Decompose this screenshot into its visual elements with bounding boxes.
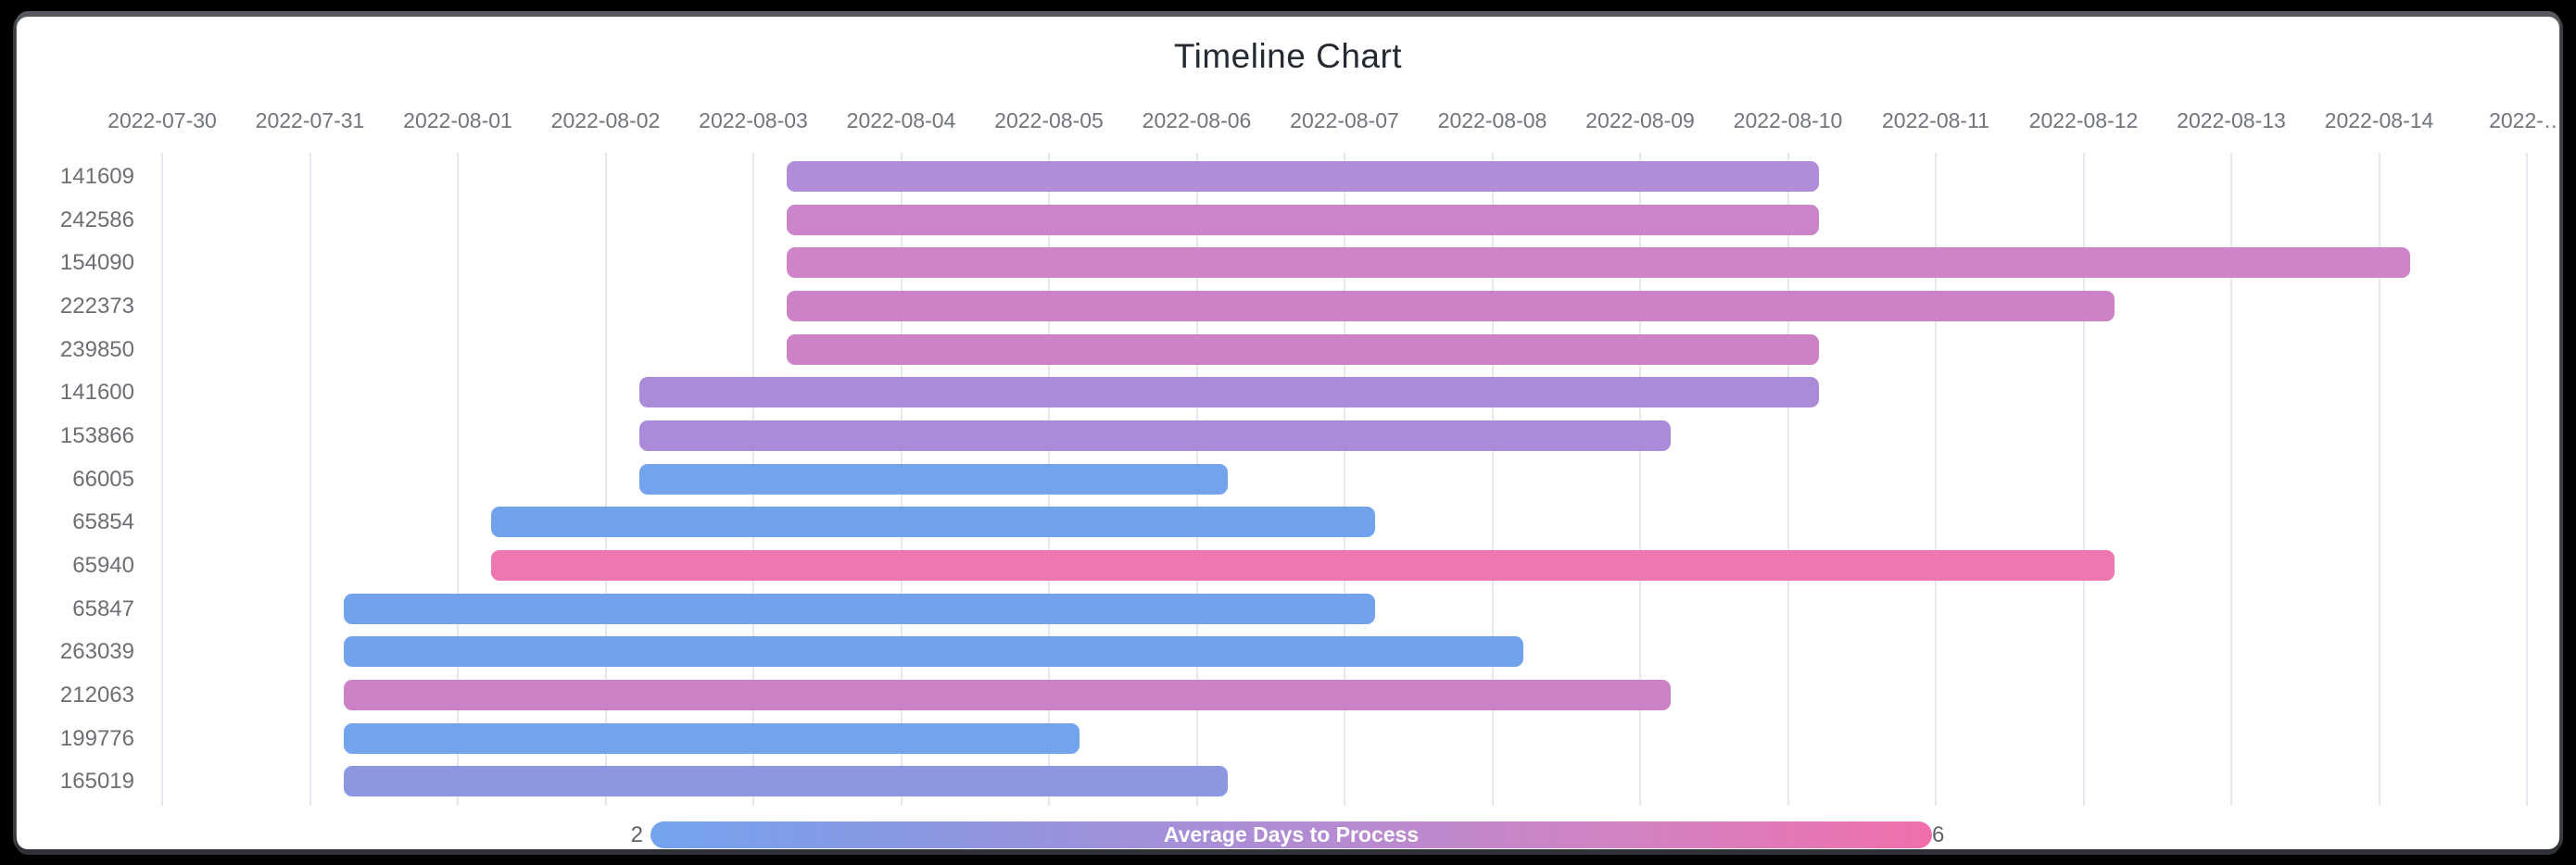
x-tick-label: 2022-08-01 (403, 108, 512, 132)
x-tick-label: 2022-08-06 (1142, 108, 1252, 132)
y-axis-label: 199776 (59, 725, 134, 751)
gridline (2526, 153, 2528, 806)
timeline-bar[interactable] (787, 333, 1819, 365)
chart-card: Timeline Chart 2022-07-30 2022-07-31 2022-… (17, 17, 2559, 849)
y-axis-label: 242586 (59, 207, 134, 232)
x-tick-label: 2022-08-07 (1290, 108, 1399, 132)
legend-min-value: 2 (630, 822, 643, 847)
x-tick-label: 2022-08-03 (699, 108, 808, 132)
timeline-bar[interactable] (343, 766, 1228, 797)
gridline (604, 153, 607, 806)
x-tick-label: 2022-08-02 (550, 108, 661, 132)
y-axis-label: 66005 (72, 466, 134, 492)
x-tick-label: 2022-07-30 (107, 108, 217, 132)
x-tick-label: 2022-08-14 (2324, 108, 2434, 132)
legend-gradient-bar[interactable]: Average Days to Process (650, 821, 1932, 848)
gridline (2230, 153, 2232, 806)
legend-max-value: 6 (1932, 822, 1945, 847)
x-tick-label: 2022-08-10 (1733, 108, 1843, 132)
chart-title: Timeline Chart (1173, 37, 1403, 75)
x-tick-label: 2022-08-05 (994, 108, 1104, 132)
timeline-bar[interactable] (638, 420, 1671, 452)
gridline (1787, 153, 1789, 806)
y-axis-label: 65940 (72, 553, 134, 579)
y-axis-label: 222373 (59, 294, 134, 319)
legend-label: Average Days to Process (1163, 822, 1420, 846)
gridline (309, 153, 311, 806)
y-axis-label: 239850 (59, 336, 134, 362)
x-tick-label: 2022-08-12 (2028, 108, 2139, 132)
x-tick-label: 2022-08-13 (2177, 108, 2286, 132)
gridline (1344, 153, 1345, 806)
timeline-bar[interactable] (343, 593, 1375, 624)
y-axis-label: 153866 (59, 423, 134, 449)
timeline-bar[interactable] (787, 204, 1819, 235)
timeline-bar[interactable] (787, 161, 1819, 192)
x-tick-label: 2022-08-04 (846, 108, 956, 132)
plot-area: 2022-07-30 2022-07-31 2022-08-01 2022-08-02… (17, 17, 2559, 849)
y-axis-label: 154090 (59, 250, 134, 276)
gridline (1491, 153, 1494, 806)
y-axis-label: 65847 (72, 595, 134, 621)
timeline-bar[interactable] (343, 722, 1080, 754)
y-axis-label: 141600 (59, 380, 134, 406)
y-axis-label: 263039 (59, 639, 134, 665)
timeline-bar[interactable] (491, 550, 2115, 582)
timeline-bar[interactable] (787, 247, 2410, 279)
timeline-bar[interactable] (638, 463, 1228, 495)
timeline-bar[interactable] (638, 377, 1819, 408)
gridline (2378, 153, 2380, 806)
x-tick-label: 2022-07-31 (255, 108, 365, 132)
y-axis-label: 141609 (59, 164, 134, 189)
gridline (161, 153, 163, 806)
timeline-bar[interactable] (343, 636, 1523, 668)
gridline (1639, 153, 1641, 806)
y-axis-label: 212063 (59, 683, 134, 708)
y-axis-label: 165019 (59, 769, 134, 795)
gridline (457, 153, 459, 806)
x-tick-label: 2022-… (2489, 108, 2559, 132)
timeline-bar[interactable] (491, 507, 1375, 538)
timeline-bar[interactable] (787, 291, 2115, 321)
x-tick-label: 2022-08-11 (1882, 108, 1989, 132)
gridline (2082, 153, 2085, 806)
timeline-bar[interactable] (343, 680, 1671, 711)
gridline (1935, 153, 1937, 806)
x-tick-label: 2022-08-08 (1437, 108, 1547, 132)
y-axis-label: 65854 (72, 509, 134, 535)
x-tick-label: 2022-08-09 (1585, 108, 1695, 132)
